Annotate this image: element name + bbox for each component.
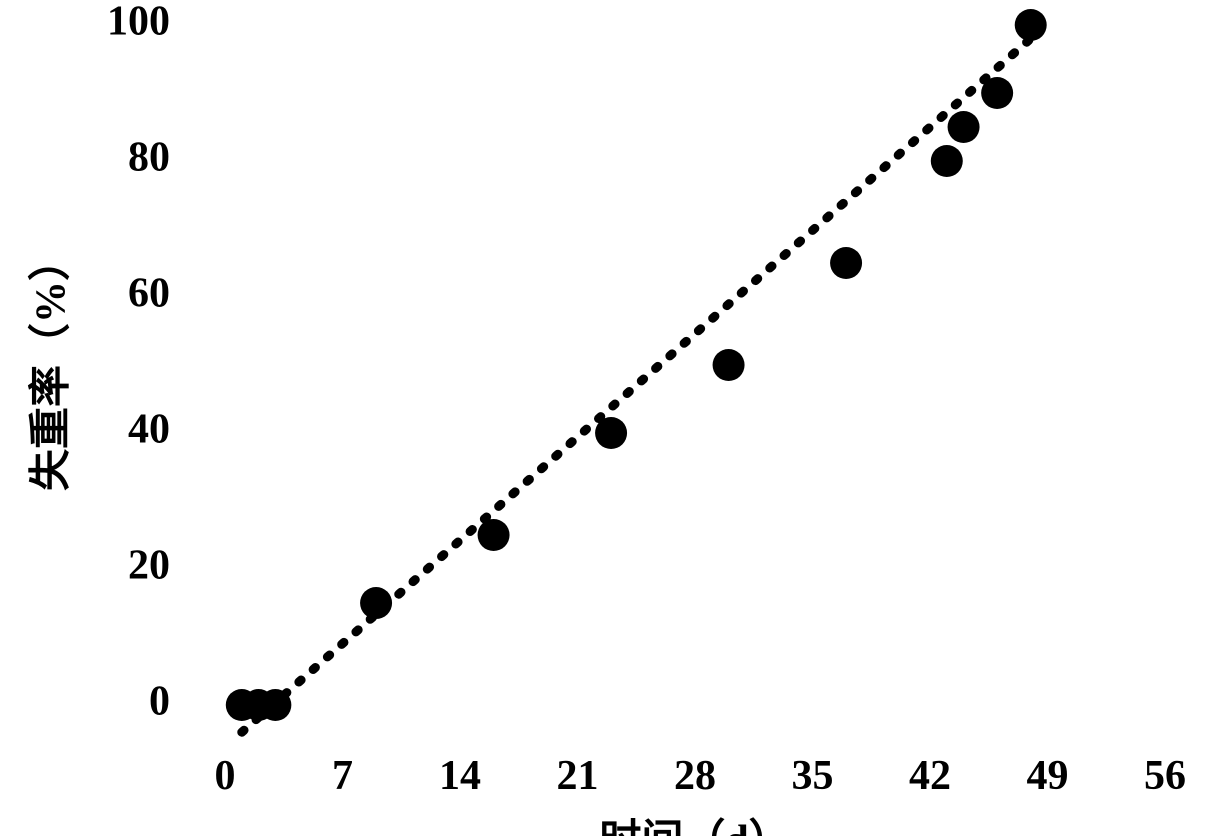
- y-tick-label: 0: [149, 679, 170, 725]
- data-point: [360, 587, 392, 619]
- data-point: [931, 145, 963, 177]
- x-axis-label: 时间（d）: [599, 817, 790, 836]
- y-tick-label: 20: [128, 543, 170, 589]
- data-points: [226, 9, 1047, 721]
- x-tick-label: 21: [557, 753, 599, 799]
- data-point: [830, 247, 862, 279]
- trendline: [242, 39, 1031, 733]
- y-tick-label: 80: [128, 135, 170, 181]
- data-point: [981, 77, 1013, 109]
- data-point: [259, 689, 291, 721]
- x-tick-label: 42: [909, 753, 951, 799]
- x-tick-label: 28: [674, 753, 716, 799]
- y-tick-labels: 0 20 40 60 80 100: [107, 0, 170, 725]
- data-point: [595, 417, 627, 449]
- x-tick-label: 49: [1027, 753, 1069, 799]
- y-tick-label: 40: [128, 407, 170, 453]
- y-axis-label: 失重率（%）: [28, 239, 75, 491]
- y-tick-label: 60: [128, 271, 170, 317]
- data-point: [1015, 9, 1047, 41]
- x-tick-label: 0: [215, 753, 236, 799]
- x-tick-label: 14: [439, 753, 481, 799]
- scatter-chart: 0 20 40 60 80 100 0 7 14 21 28 35 42 49 56 失重率（%） 时间（…: [0, 0, 1230, 836]
- data-point: [713, 349, 745, 381]
- x-tick-label: 7: [332, 753, 353, 799]
- data-point: [948, 111, 980, 143]
- x-tick-label: 56: [1144, 753, 1186, 799]
- x-tick-label: 35: [792, 753, 834, 799]
- y-tick-label: 100: [107, 0, 170, 45]
- data-point: [478, 519, 510, 551]
- x-tick-labels: 0 7 14 21 28 35 42 49 56: [215, 753, 1187, 799]
